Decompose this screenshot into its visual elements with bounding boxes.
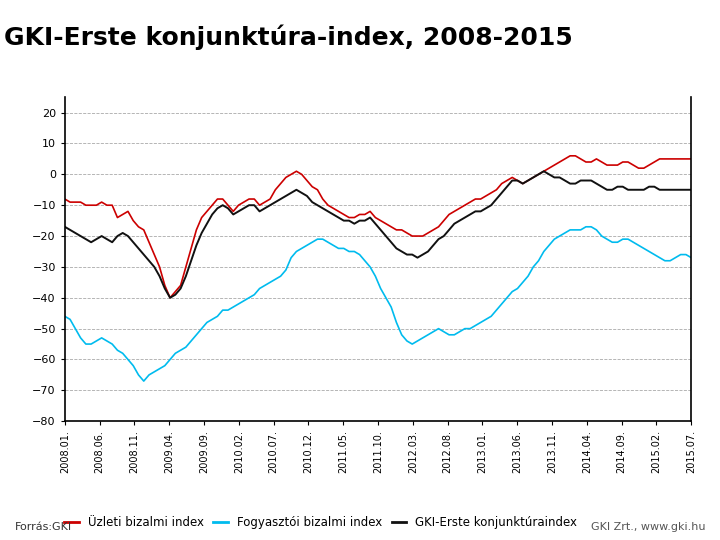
Legend: Üzleti bizalmi index, Fogyasztói bizalmi index, GKI-Erste konjunktúraindex: Üzleti bizalmi index, Fogyasztói bizalmi… — [64, 516, 577, 529]
Text: Forrás:GKI: Forrás:GKI — [14, 522, 71, 532]
Text: GKI-Erste konjunktúra-index, 2008-2015: GKI-Erste konjunktúra-index, 2008-2015 — [4, 24, 572, 50]
Text: GKI Zrt., www.gki.hu: GKI Zrt., www.gki.hu — [591, 522, 706, 532]
